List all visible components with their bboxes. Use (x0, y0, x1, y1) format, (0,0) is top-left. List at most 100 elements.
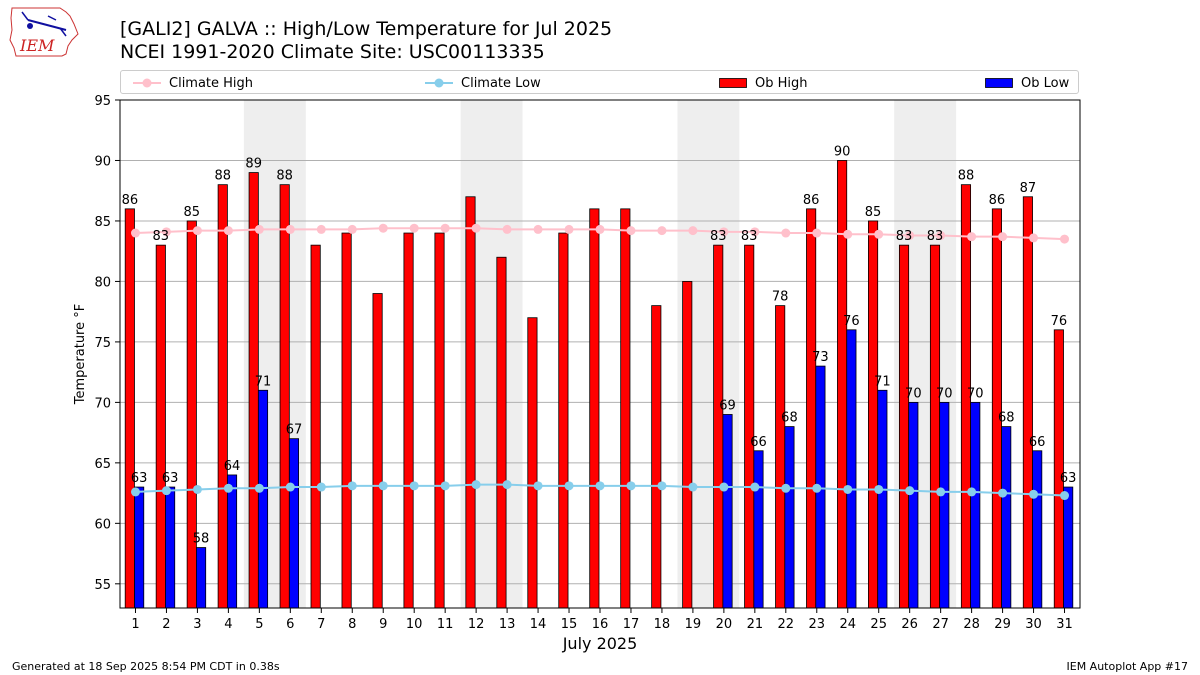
climate-low-point (347, 481, 357, 491)
bar-ob-low (722, 414, 733, 609)
legend-climate-high: Climate High (133, 71, 253, 95)
label-ob-high: 88 (214, 169, 231, 184)
x-axis-title: July 2025 (562, 634, 638, 653)
bar-ob-high (713, 244, 724, 609)
climate-high-point (254, 224, 264, 234)
bar-ob-low (134, 486, 145, 609)
x-tick-label: 25 (870, 617, 887, 632)
bar-ob-high (991, 208, 1002, 609)
climate-high-point (812, 228, 822, 238)
legend-climate-low-label: Climate Low (461, 75, 541, 91)
label-ob-low: 64 (224, 459, 241, 474)
climate-low-point (254, 483, 264, 493)
bar-ob-high (155, 244, 166, 609)
y-tick-label: 80 (94, 275, 111, 290)
x-tick-label: 18 (654, 617, 671, 632)
climate-low-point (657, 481, 667, 491)
climate-high-point (998, 232, 1008, 242)
label-ob-low: 63 (1060, 471, 1077, 486)
legend-ob-low-marker (985, 78, 1013, 88)
bar-ob-high (248, 172, 259, 609)
climate-high-point (1060, 234, 1070, 244)
label-ob-high: 83 (896, 229, 913, 244)
x-tick-label: 3 (193, 617, 201, 632)
svg-text:IEM: IEM (19, 36, 55, 55)
climate-high-point (874, 229, 884, 239)
climate-low-point (781, 483, 791, 493)
bar-ob-high (279, 184, 290, 609)
x-tick-label: 9 (379, 617, 387, 632)
x-tick-label: 17 (623, 617, 640, 632)
bar-ob-low (784, 426, 795, 609)
climate-low-point (967, 487, 977, 497)
bar-ob-low (846, 329, 857, 609)
bar-ob-high (868, 220, 879, 609)
climate-low-point (843, 484, 853, 494)
legend: Climate High Climate Low Ob High Ob Low (120, 70, 1079, 94)
climate-low-point (378, 481, 388, 491)
bar-ob-high (589, 208, 600, 609)
climate-high-point (161, 227, 171, 237)
y-tick-label: 95 (94, 94, 111, 109)
bar-ob-low (877, 389, 888, 609)
label-ob-high: 89 (245, 157, 262, 172)
climate-low-point (936, 487, 946, 497)
bar-ob-high (620, 208, 631, 609)
generated-note: Generated at 18 Sep 2025 8:54 PM CDT in … (12, 660, 280, 673)
y-tick-label: 55 (94, 578, 111, 593)
label-ob-high: 88 (958, 169, 975, 184)
climate-low-point (1029, 489, 1039, 499)
label-ob-high: 86 (803, 193, 820, 208)
climate-low-point (688, 482, 698, 492)
label-ob-low: 58 (193, 532, 210, 547)
climate-low-point (161, 486, 171, 496)
label-ob-low: 68 (998, 411, 1015, 426)
x-tick-label: 15 (561, 617, 578, 632)
bar-ob-low (908, 401, 919, 609)
bar-ob-high (682, 281, 693, 609)
x-tick-label: 14 (530, 617, 547, 632)
bar-ob-high (372, 293, 383, 609)
x-tick-label: 19 (685, 617, 702, 632)
bar-ob-low (970, 401, 981, 609)
bar-ob-high (558, 232, 569, 609)
climate-low-point (502, 480, 512, 490)
climate-high-point (595, 224, 605, 234)
x-tick-label: 2 (162, 617, 170, 632)
climate-low-point (409, 481, 419, 491)
legend-ob-high-marker (719, 78, 747, 88)
y-tick-label: 90 (94, 154, 111, 169)
climate-high-point (285, 224, 295, 234)
bar-ob-high (310, 244, 321, 609)
app-credit: IEM Autoplot App #17 (1066, 660, 1189, 673)
bar-ob-low (1001, 426, 1012, 609)
climate-high-point (657, 226, 667, 236)
label-ob-high: 87 (1020, 181, 1037, 196)
climate-low-point (905, 486, 915, 496)
climate-high-point (936, 230, 946, 240)
label-ob-high: 83 (927, 229, 944, 244)
y-tick-label: 65 (94, 457, 111, 472)
x-tick-label: 28 (963, 617, 980, 632)
climate-low-point (998, 488, 1008, 498)
climate-high-point (564, 224, 574, 234)
climate-high-point (967, 232, 977, 242)
x-tick-label: 11 (437, 617, 454, 632)
x-tick-label: 20 (716, 617, 733, 632)
x-tick-label: 24 (839, 617, 856, 632)
label-ob-high: 88 (276, 169, 293, 184)
bar-ob-high (496, 256, 507, 609)
label-ob-high: 86 (122, 193, 139, 208)
climate-high-point (502, 224, 512, 234)
climate-low-point (874, 484, 884, 494)
label-ob-low: 66 (1029, 435, 1046, 450)
climate-high-point (688, 226, 698, 236)
label-ob-low: 68 (781, 411, 798, 426)
bar-ob-low (753, 450, 764, 609)
label-ob-high: 86 (989, 193, 1006, 208)
bar-ob-high (898, 244, 910, 609)
bar-ob-high (434, 232, 445, 609)
climate-high-point (781, 228, 791, 238)
climate-low-point (626, 481, 636, 491)
label-ob-low: 73 (812, 350, 829, 365)
